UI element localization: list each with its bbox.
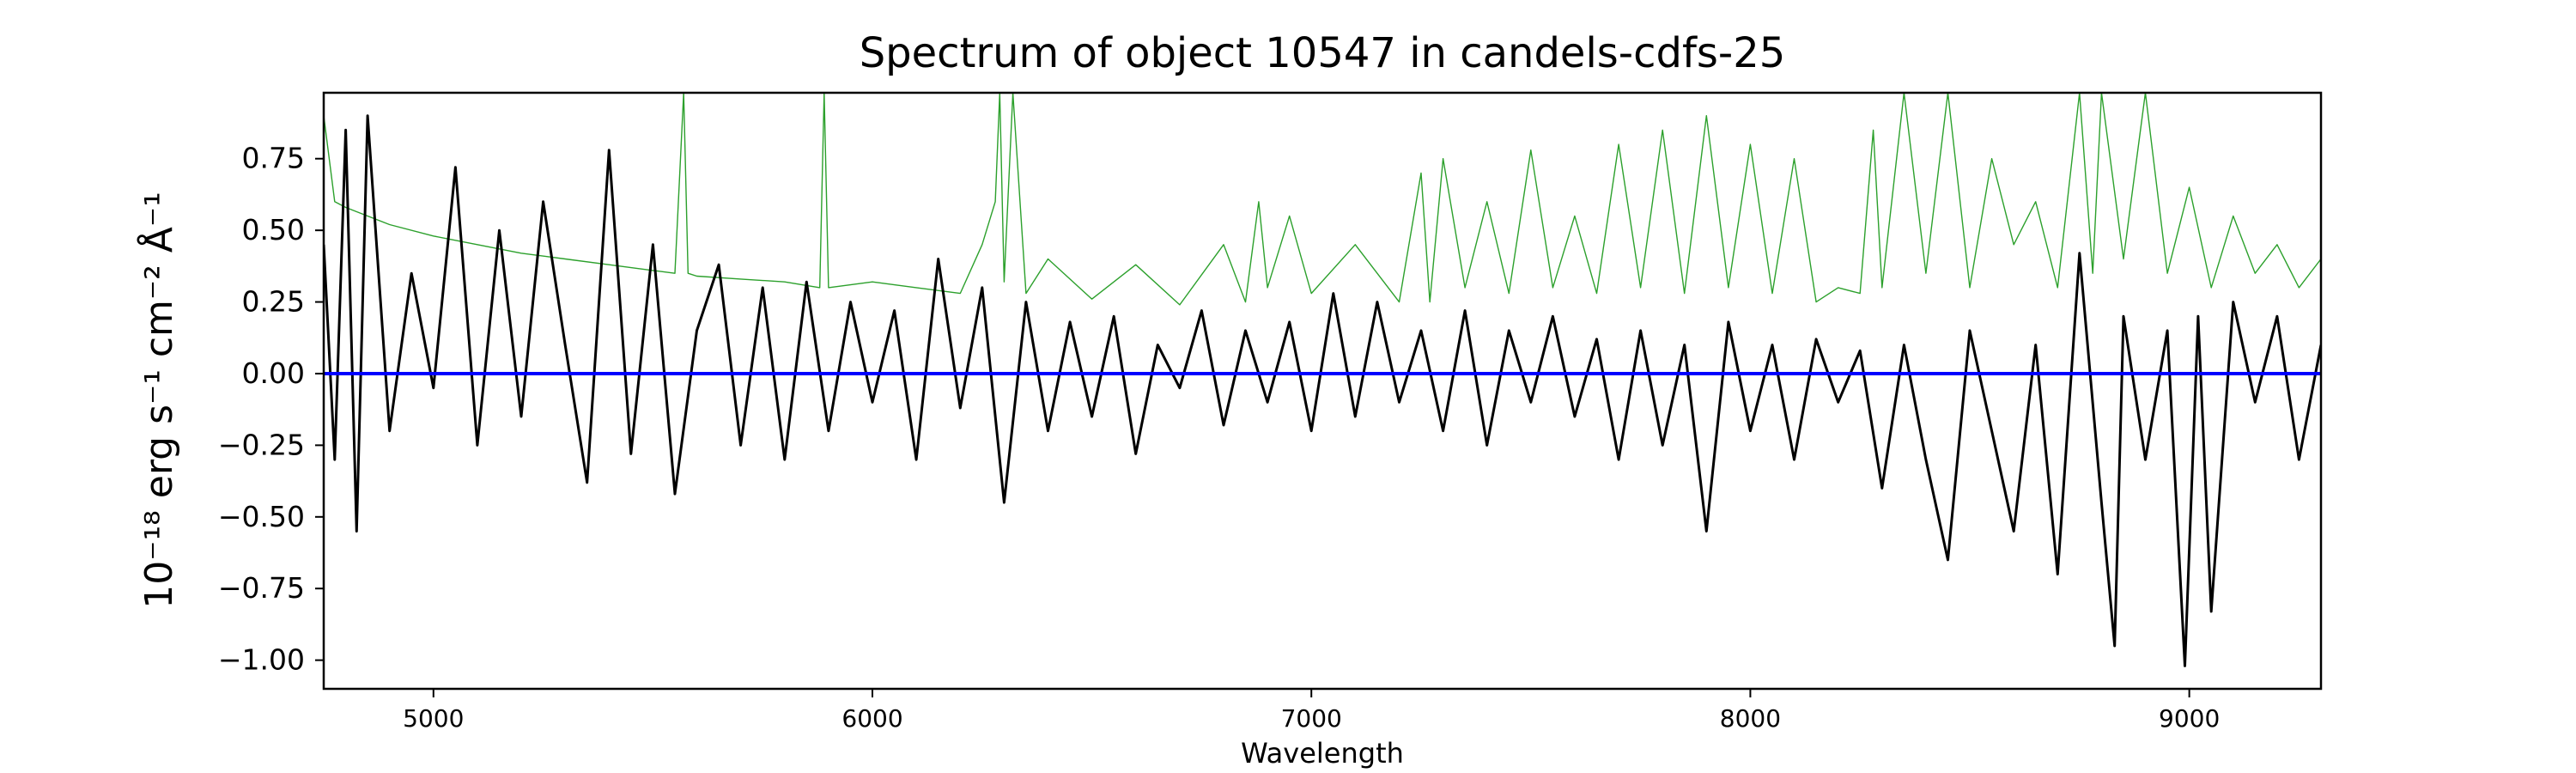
- y-axis-label: 10⁻¹⁸ erg s⁻¹ cm⁻² Å⁻¹: [136, 192, 181, 608]
- y-tick-label: 0.75: [242, 142, 305, 175]
- x-axis-label: Wavelength: [1241, 737, 1404, 770]
- x-tick-label: 9000: [2159, 704, 2220, 733]
- x-tick-label: 5000: [403, 704, 464, 733]
- y-tick-label: −0.50: [218, 500, 305, 533]
- plot-frame: [322, 91, 2323, 691]
- error-series-line: [324, 93, 2321, 306]
- y-tick-label: −0.75: [218, 571, 305, 605]
- chart-title: Spectrum of object 10547 in candels-cdfs…: [860, 29, 1786, 77]
- plot-area: [324, 93, 2321, 667]
- y-tick-label: 0.25: [242, 285, 305, 319]
- y-tick-label: −0.25: [218, 428, 305, 461]
- axis-ticks: 5000 6000 7000 8000 9000 0.75 0.50 0.25 0.00 −0.2…: [218, 142, 2220, 733]
- x-tick-label: 7000: [1281, 704, 1342, 733]
- x-tick-label: 6000: [841, 704, 902, 733]
- flux-series-line: [324, 114, 2321, 667]
- y-tick-label: 0.50: [242, 213, 305, 247]
- y-tick-label: −1.00: [218, 643, 305, 677]
- x-tick-label: 8000: [1720, 704, 1781, 733]
- y-tick-label: 0.00: [242, 356, 305, 390]
